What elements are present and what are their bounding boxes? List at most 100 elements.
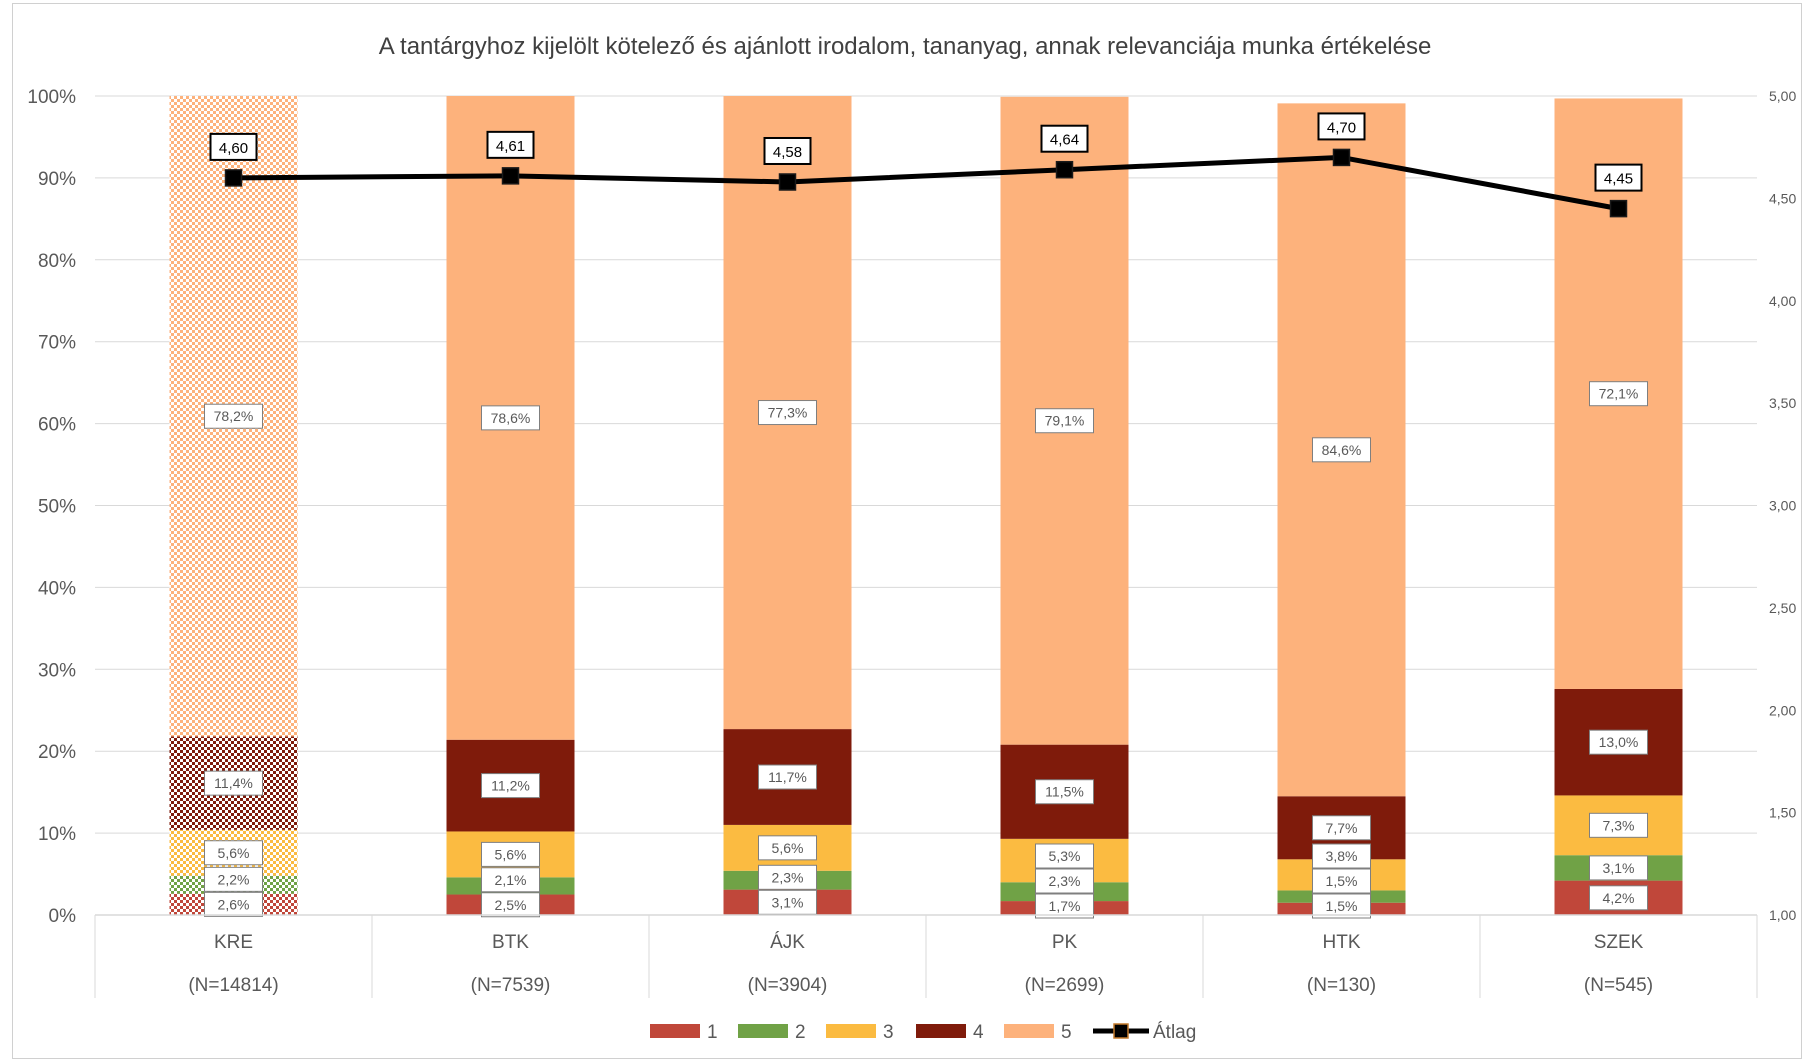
chart-frame <box>12 3 1802 1059</box>
average-label-text: 4,61 <box>496 138 525 155</box>
data-label: 11,2% <box>481 773 540 799</box>
y-axis-left: 0% 10% 20% 30% 40% 50% 60% 70% 80% 90% 100% <box>27 87 76 927</box>
average-marker <box>1609 199 1628 218</box>
legend-label: 2 <box>795 1022 806 1043</box>
average-label: 4,60 <box>209 132 258 161</box>
y-left-tick-label: 80% <box>38 251 76 272</box>
category-label: SZEK <box>1594 932 1644 953</box>
legend: 1 2 3 4 5 Átlag <box>650 1022 1196 1043</box>
category-label: HTK <box>1323 932 1361 953</box>
data-label: 78,2% <box>204 403 263 429</box>
data-label: 11,5% <box>1035 779 1094 805</box>
y-left-tick-label: 90% <box>38 169 76 190</box>
data-label: 3,8% <box>1312 843 1371 869</box>
average-label-text: 4,70 <box>1327 119 1356 136</box>
y-right-tick-label: 3,50 <box>1769 395 1796 411</box>
average-marker <box>1332 148 1351 167</box>
data-label-box <box>1035 779 1094 805</box>
data-label-text: 79,1% <box>1045 413 1085 429</box>
average-label-text: 4,45 <box>1604 171 1633 188</box>
category-label: BTK <box>492 932 529 953</box>
data-label-box <box>481 892 540 918</box>
average-label: 4,45 <box>1594 163 1643 192</box>
data-label: 84,6% <box>1312 437 1371 463</box>
average-label: 4,61 <box>486 130 535 159</box>
data-label: 78,6% <box>481 405 540 431</box>
data-label-text: 3,8% <box>1326 848 1358 864</box>
data-label-text: 1,7% <box>1049 898 1081 914</box>
average-label: 4,58 <box>763 136 812 165</box>
y-left-tick-label: 10% <box>38 824 76 845</box>
data-label: 2,2% <box>204 866 263 892</box>
data-label: 7,3% <box>1589 812 1648 838</box>
data-label-box <box>1035 893 1094 919</box>
data-label-box <box>758 400 817 426</box>
data-label-text: 84,6% <box>1322 442 1362 458</box>
data-label-text: 2,3% <box>1049 873 1081 889</box>
average-label-text: 4,60 <box>219 140 248 157</box>
legend-swatch <box>916 1024 966 1038</box>
category-count-label: (N=545) <box>1584 975 1653 996</box>
y-right-tick-label: 1,00 <box>1769 907 1796 923</box>
y-axis-right: 1,00 1,50 2,00 2,50 3,00 3,50 4,00 4,50 5,00 <box>1769 88 1796 923</box>
data-label-box <box>1312 437 1371 463</box>
data-label-text: 2,6% <box>218 896 250 912</box>
category-label: PK <box>1052 932 1078 953</box>
data-label-box <box>1312 893 1371 919</box>
data-label: 79,1% <box>1035 408 1094 434</box>
data-label: 1,5% <box>1312 893 1371 919</box>
data-label-box <box>1312 843 1371 869</box>
average-line-path <box>233 154 1619 212</box>
data-label-text: 11,2% <box>491 778 530 794</box>
data-label-box <box>1589 885 1648 911</box>
gridlines <box>95 95 1757 834</box>
y-left-tick-label: 60% <box>38 415 76 436</box>
average-marker <box>1055 160 1074 179</box>
data-label-box <box>758 835 817 861</box>
data-label-text: 2,2% <box>218 871 250 887</box>
data-label-text: 2,3% <box>772 869 804 885</box>
category-count-label: (N=130) <box>1307 975 1376 996</box>
data-label-box <box>1589 812 1648 838</box>
y-left-tick-label: 0% <box>49 906 77 927</box>
data-label: 3,1% <box>1589 855 1648 881</box>
y-left-tick-label: 100% <box>27 87 76 108</box>
average-marker <box>501 167 520 185</box>
legend-label: 5 <box>1061 1022 1072 1043</box>
category-count-label: (N=2699) <box>1025 975 1105 996</box>
data-label-box <box>1035 843 1094 869</box>
average-label-box <box>1594 163 1643 192</box>
legend-swatch <box>738 1024 788 1038</box>
average-label: 4,64 <box>1040 124 1089 153</box>
data-label: 5,6% <box>204 840 263 866</box>
data-label-text: 72,1% <box>1599 386 1639 402</box>
legend-label: 4 <box>973 1022 984 1043</box>
y-right-tick-label: 5,00 <box>1769 88 1796 104</box>
average-label-box <box>763 136 812 165</box>
average-label-box <box>209 132 258 161</box>
data-label: 1,5% <box>1312 868 1371 894</box>
data-label-box <box>481 773 540 799</box>
data-label-text: 11,5% <box>1045 784 1084 800</box>
data-label-text: 5,6% <box>218 845 250 861</box>
data-label: 1,7% <box>1035 893 1094 919</box>
data-label-text: 7,7% <box>1326 820 1358 836</box>
data-label-box <box>481 405 540 431</box>
data-label: 11,7% <box>758 764 817 790</box>
data-label: 77,3% <box>758 400 817 426</box>
y-right-tick-label: 2,00 <box>1769 702 1796 718</box>
data-label-box <box>204 840 263 866</box>
chart-title: A tantárgyhoz kijelölt kötelező és ajánl… <box>379 33 1432 60</box>
data-label-text: 5,6% <box>772 840 804 856</box>
data-label-box <box>1035 408 1094 434</box>
category-label: ÁJK <box>770 932 805 953</box>
y-right-tick-label: 1,50 <box>1769 805 1796 821</box>
data-label-text: 2,1% <box>495 872 527 888</box>
data-label-box <box>204 403 263 429</box>
data-label: 13,0% <box>1589 729 1648 755</box>
data-label-text: 11,7% <box>768 769 807 785</box>
data-label: 2,3% <box>1035 868 1094 894</box>
bars: 2,6% 2,2% 5,6% 11,4% 78,2% 2,5% 2,1% 5,6% 11,2% 7… <box>169 96 1683 919</box>
average-marker <box>778 173 797 191</box>
